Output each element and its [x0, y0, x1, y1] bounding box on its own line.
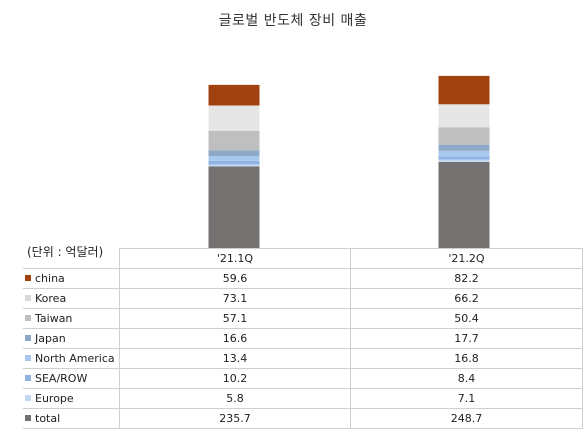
legend-swatch [25, 335, 31, 341]
bar-segment-sea-row-1 [208, 160, 260, 165]
bar-segment-europe-1 [208, 164, 260, 167]
table-cell-value: 66.2 [350, 288, 583, 309]
bar-segment-china-1 [208, 84, 260, 106]
table-cell-value: 16.8 [350, 348, 583, 369]
bar-segment-korea-2 [438, 104, 490, 128]
legend-entry: china [23, 268, 120, 289]
table-cell-value: 8.4 [350, 368, 583, 389]
table-row: Taiwan 57.1 50.4 [23, 308, 583, 329]
table-cell-value: 7.1 [350, 388, 583, 409]
table-corner [23, 248, 120, 269]
legend-label: Taiwan [35, 312, 73, 325]
legend-label: china [35, 272, 65, 285]
bar-segment-japan-2 [438, 144, 490, 151]
legend-entry: Europe [23, 388, 120, 409]
legend-swatch [25, 375, 31, 381]
table-cell-value: 5.8 [119, 388, 351, 409]
legend-swatch [25, 395, 31, 401]
stacked-bar-chart [208, 75, 490, 248]
table-cell-value: 248.7 [350, 408, 583, 429]
table-cell-value: 17.7 [350, 328, 583, 349]
bar-segment-japan-1 [208, 150, 260, 157]
legend-label: North America [35, 352, 115, 365]
table-cell-value: 16.6 [119, 328, 351, 349]
table-row: total 235.7 248.7 [23, 408, 583, 429]
legend-label: Japan [35, 332, 66, 345]
table-cell-value: 10.2 [119, 368, 351, 389]
legend-entry: Japan [23, 328, 120, 349]
bar-segment-north-america-2 [438, 150, 490, 157]
legend-swatch [25, 275, 31, 281]
bar-segment-sea-row-2 [438, 156, 490, 160]
bar-segment-total-2 [438, 161, 490, 248]
legend-label: Korea [35, 292, 67, 305]
table-cell-value: 59.6 [119, 268, 351, 289]
table-row: Japan 16.6 17.7 [23, 328, 583, 349]
bar-segment-china-2 [438, 75, 490, 105]
table-cell-value: 13.4 [119, 348, 351, 369]
table-cell-value: 50.4 [350, 308, 583, 329]
legend-swatch [25, 415, 31, 421]
table-row: Europe 5.8 7.1 [23, 388, 583, 409]
chart-title: 글로벌 반도체 장비 매출 [218, 13, 368, 29]
data-table: '21.1Q '21.2Q china 59.6 82.2 Korea 73.1 66.2… [23, 248, 583, 429]
table-row: Korea 73.1 66.2 [23, 288, 583, 309]
legend-entry: North America [23, 348, 120, 369]
legend-label: Europe [35, 392, 74, 405]
bar-segment-taiwan-1 [208, 130, 260, 151]
legend-entry: total [23, 408, 120, 429]
bar-segment-north-america-1 [208, 156, 260, 161]
legend-swatch [25, 295, 31, 301]
bar-segment-europe-2 [438, 159, 490, 162]
table-row: china 59.6 82.2 [23, 268, 583, 289]
table-header-row: '21.1Q '21.2Q [23, 248, 583, 269]
table-cell-value: 235.7 [119, 408, 351, 429]
legend-label: total [35, 412, 61, 425]
table-row: SEA/ROW 10.2 8.4 [23, 368, 583, 389]
bar-segment-taiwan-2 [438, 127, 490, 145]
table-cell-value: 82.2 [350, 268, 583, 289]
bar-segment-total-1 [208, 166, 260, 248]
legend-entry: SEA/ROW [23, 368, 120, 389]
column-header-q2: '21.2Q [350, 248, 583, 269]
legend-entry: Korea [23, 288, 120, 309]
legend-swatch [25, 315, 31, 321]
bar-segment-korea-1 [208, 105, 260, 131]
column-header-q1: '21.1Q [119, 248, 351, 269]
table-row: North America 13.4 16.8 [23, 348, 583, 369]
legend-label: SEA/ROW [35, 372, 88, 385]
legend-swatch [25, 355, 31, 361]
legend-entry: Taiwan [23, 308, 120, 329]
table-cell-value: 73.1 [119, 288, 351, 309]
table-cell-value: 57.1 [119, 308, 351, 329]
